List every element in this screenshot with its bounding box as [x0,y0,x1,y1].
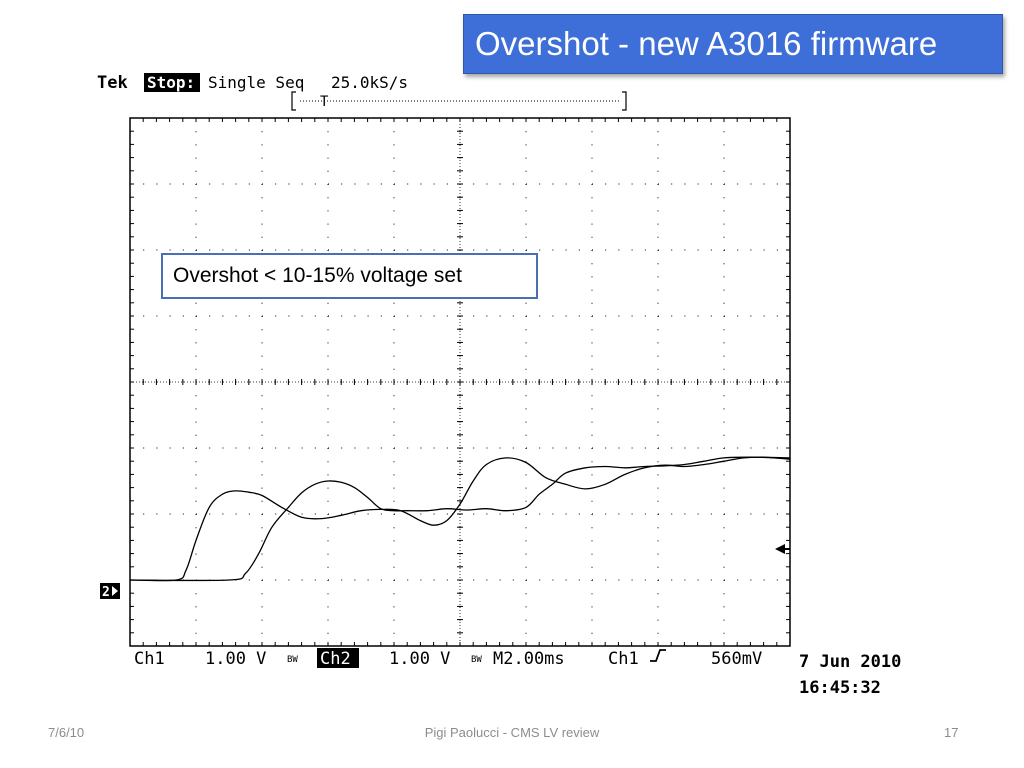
trigger-position-marker: T [320,94,329,110]
trigger-level: 560mV [711,649,762,669]
graticule [129,117,791,647]
ch1-label: Ch1 [134,649,165,669]
acquisition-mode: Single Seq [208,73,304,92]
capture-time: 16:45:32 [799,678,881,698]
record-bracket [291,91,627,111]
slide-title: Overshot - new A3016 firmware [463,14,1003,74]
overshoot-callout: Overshot < 10-15% voltage set [161,253,538,299]
sample-rate: 25.0kS/s [331,73,408,92]
ch2-badge [317,648,359,668]
ground-marker-badge [100,583,120,599]
page-number: 17 [944,725,959,740]
scope-brand: Tek [97,73,128,93]
ground-marker-arrow [112,586,118,596]
ground-marker-label: 2 [102,585,110,600]
run-state-badge [144,73,200,92]
ch1-bandwidth-mark: BW [287,655,298,665]
ch2-scale: 1.00 V [389,649,450,669]
trace-ch2 [129,456,791,582]
ch2-bandwidth-mark: BW [471,655,482,665]
waveform-traces [129,456,791,582]
run-state-label: Stop: [147,73,195,92]
trigger-slope-icon [650,649,666,662]
ch1-scale: 1.00 V [205,649,266,669]
footer-date: 7/6/10 [48,725,85,740]
timebase: M2.00ms [493,649,565,669]
trigger-level-arrow [775,544,785,554]
capture-date: 7 Jun 2010 [799,652,901,672]
ch2-label: Ch2 [320,649,351,669]
trigger-source: Ch1 [608,649,639,669]
footer-presenter: Pigi Paolucci - CMS LV review [424,725,600,740]
